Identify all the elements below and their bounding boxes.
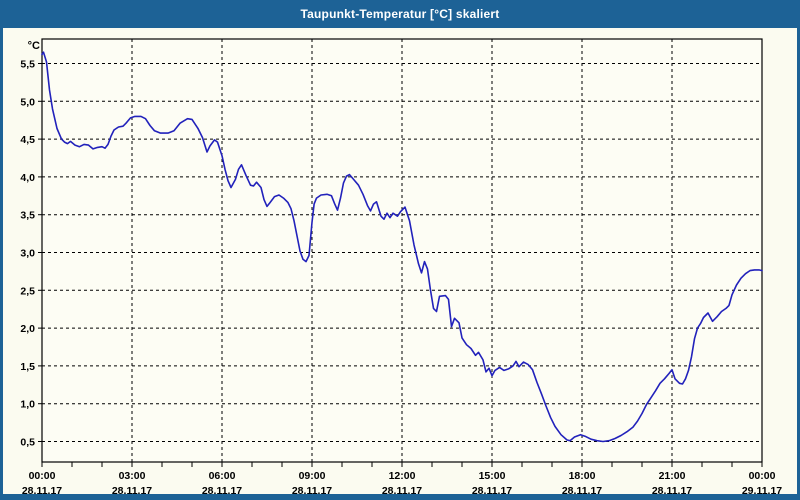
x-date-label: 28.11.17 — [562, 485, 602, 494]
x-time-label: 00:00 — [29, 470, 56, 482]
x-date-label: 28.11.17 — [382, 485, 422, 494]
x-date-label: 28.11.17 — [112, 485, 152, 494]
y-tick-label: 5,5 — [20, 59, 35, 71]
y-tick-label: 3,5 — [20, 210, 35, 222]
x-date-label: 28.11.17 — [22, 485, 62, 494]
y-tick-label: 1,0 — [20, 399, 35, 411]
dewpoint-line-chart: 5,5 5,0 4,5 4,0 3,5 3,0 2,5 2,0 1,5 1,0 0,5 °C 00:00… — [20, 38, 782, 494]
temperature-line — [41, 51, 763, 443]
x-time-label: 12:00 — [389, 470, 416, 482]
x-time-label: 09:00 — [299, 470, 326, 482]
x-time-label: 18:00 — [569, 470, 596, 482]
window-titlebar[interactable]: Taupunkt-Temperatur [°C] skaliert — [3, 0, 797, 28]
y-tick-label: 1,5 — [20, 361, 35, 373]
x-time-label: 15:00 — [479, 470, 506, 482]
chart-area: 5,5 5,0 4,5 4,0 3,5 3,0 2,5 2,0 1,5 1,0 0,5 °C 00:00… — [3, 28, 797, 494]
y-tick-label: 5,0 — [20, 96, 35, 108]
x-date-label: 28.11.17 — [652, 485, 692, 494]
window-title: Taupunkt-Temperatur [°C] skaliert — [300, 7, 500, 21]
y-tick-label: 4,0 — [20, 172, 35, 184]
x-date-label: 28.11.17 — [202, 485, 242, 494]
y-tick-label: 3,0 — [20, 248, 35, 260]
y-tick-label: 2,5 — [20, 285, 35, 297]
x-date-label: 28.11.17 — [472, 485, 512, 494]
plot-border — [41, 38, 763, 463]
y-tick-label: 4,5 — [20, 134, 35, 146]
y-tick-label: 0,5 — [20, 437, 35, 449]
celsius-unit-label: °C — [28, 40, 40, 52]
x-time-label: 06:00 — [209, 470, 236, 482]
x-time-label: 21:00 — [659, 470, 686, 482]
x-date-label: 29.11.17 — [742, 485, 782, 494]
y-tick-label: 2,0 — [20, 323, 35, 335]
x-time-label: 03:00 — [119, 470, 146, 482]
x-time-label: 00:00 — [749, 470, 776, 482]
x-date-label: 28.11.17 — [292, 485, 332, 494]
